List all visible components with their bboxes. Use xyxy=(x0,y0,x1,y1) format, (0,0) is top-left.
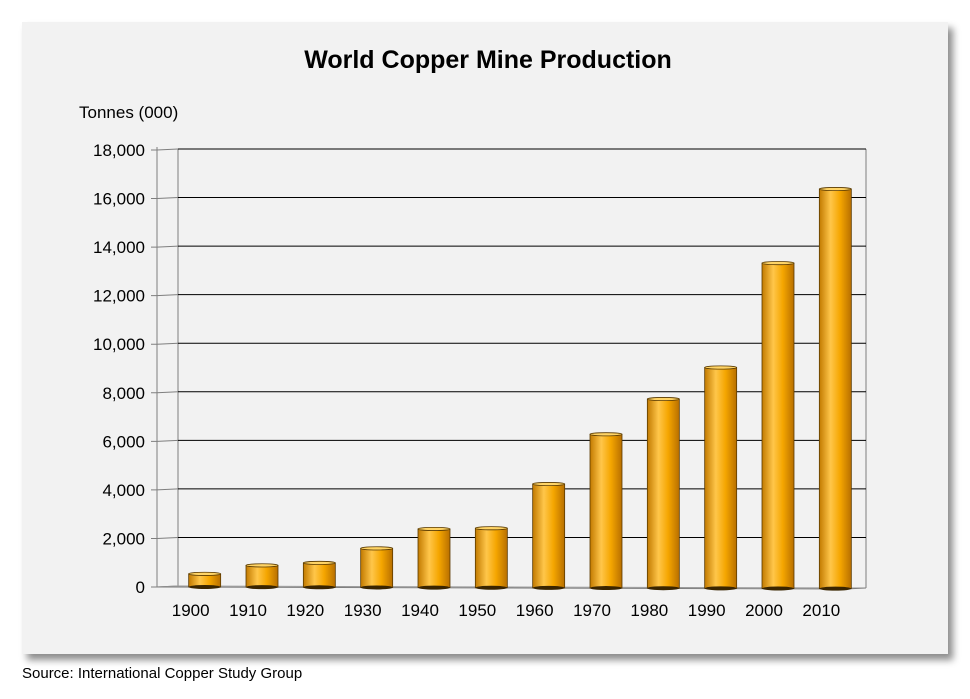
y-tick xyxy=(151,197,179,200)
y-tick-label: 6,000 xyxy=(102,432,145,451)
source-note: Source: International Copper Study Group xyxy=(22,665,303,682)
bar-top xyxy=(360,546,394,551)
bar-base xyxy=(303,585,336,590)
y-tick xyxy=(151,342,179,345)
bar xyxy=(761,261,795,591)
x-tick-label: 1910 xyxy=(229,601,267,620)
bar-body xyxy=(302,562,336,588)
bar-base xyxy=(188,585,221,589)
y-tick xyxy=(151,148,179,151)
bar xyxy=(245,563,279,590)
bar-top xyxy=(704,365,738,370)
bar-base xyxy=(647,586,680,591)
bar xyxy=(360,546,394,590)
bar-top xyxy=(417,526,451,531)
bar-top xyxy=(474,526,508,531)
x-tick-label: 1940 xyxy=(401,601,439,620)
bar-top xyxy=(245,563,279,568)
bar-top xyxy=(532,482,566,487)
x-tick-label: 1930 xyxy=(344,601,382,620)
y-tick xyxy=(151,488,179,491)
y-tick-label: 10,000 xyxy=(93,335,145,354)
x-tick-label: 1900 xyxy=(172,601,210,620)
y-tick-label: 0 xyxy=(136,578,145,597)
x-tick-label: 1970 xyxy=(573,601,611,620)
x-tick-label: 1960 xyxy=(516,601,554,620)
bar-base xyxy=(475,585,508,590)
bar-body xyxy=(417,528,451,589)
bar xyxy=(417,526,451,590)
bar-top xyxy=(818,187,852,192)
bar-base xyxy=(246,585,278,590)
x-tick-label: 2010 xyxy=(802,601,840,620)
bar xyxy=(646,397,680,591)
bar xyxy=(818,187,852,591)
y-tick-label: 18,000 xyxy=(93,141,145,160)
bar xyxy=(188,571,222,589)
bar xyxy=(474,526,508,590)
x-tick-label: 1980 xyxy=(630,601,668,620)
bar-base xyxy=(762,586,794,591)
y-tick xyxy=(151,439,179,442)
bar-chart: World Copper Mine Production Tonnes (000… xyxy=(79,46,867,620)
y-tick-label: 4,000 xyxy=(102,481,145,500)
y-tick-label: 14,000 xyxy=(93,238,145,257)
bar xyxy=(704,365,738,591)
x-tick-label: 1990 xyxy=(688,601,726,620)
x-tick-label: 2000 xyxy=(745,601,783,620)
bar xyxy=(532,482,566,590)
y-tick-label: 2,000 xyxy=(102,529,145,548)
bar-base xyxy=(704,586,737,591)
bar-body xyxy=(360,547,394,588)
bar-body xyxy=(532,483,566,589)
y-tick xyxy=(151,245,179,248)
bar xyxy=(589,432,623,591)
bar-body xyxy=(474,527,508,589)
bar-body xyxy=(646,398,680,589)
x-tick-label: 1920 xyxy=(286,601,324,620)
chart-panel: World Copper Mine Production Tonnes (000… xyxy=(22,22,948,654)
bar xyxy=(302,560,336,590)
bar-body xyxy=(818,188,852,590)
bar-base xyxy=(418,585,450,590)
y-axis-label: Tonnes (000) xyxy=(79,103,178,122)
y-tick-label: 16,000 xyxy=(93,190,145,209)
bar-base xyxy=(590,586,622,591)
bar-top xyxy=(302,560,336,565)
bar-base xyxy=(360,585,393,590)
bar-body xyxy=(245,564,279,588)
y-tick-label: 8,000 xyxy=(102,384,145,403)
chart-title: World Copper Mine Production xyxy=(304,46,672,74)
bar-body xyxy=(761,262,795,589)
bar-base xyxy=(532,585,565,590)
bar-base xyxy=(819,586,852,591)
y-tick-label: 12,000 xyxy=(93,287,145,306)
bar-top xyxy=(589,432,623,437)
bar-body xyxy=(589,433,623,589)
bar-top xyxy=(646,397,680,402)
x-tick-label: 1950 xyxy=(458,601,496,620)
bar-body xyxy=(704,367,738,589)
bar-top xyxy=(188,571,222,576)
y-tick xyxy=(151,536,179,539)
y-tick xyxy=(151,391,179,394)
y-tick xyxy=(151,294,179,297)
bar-top xyxy=(761,261,795,266)
